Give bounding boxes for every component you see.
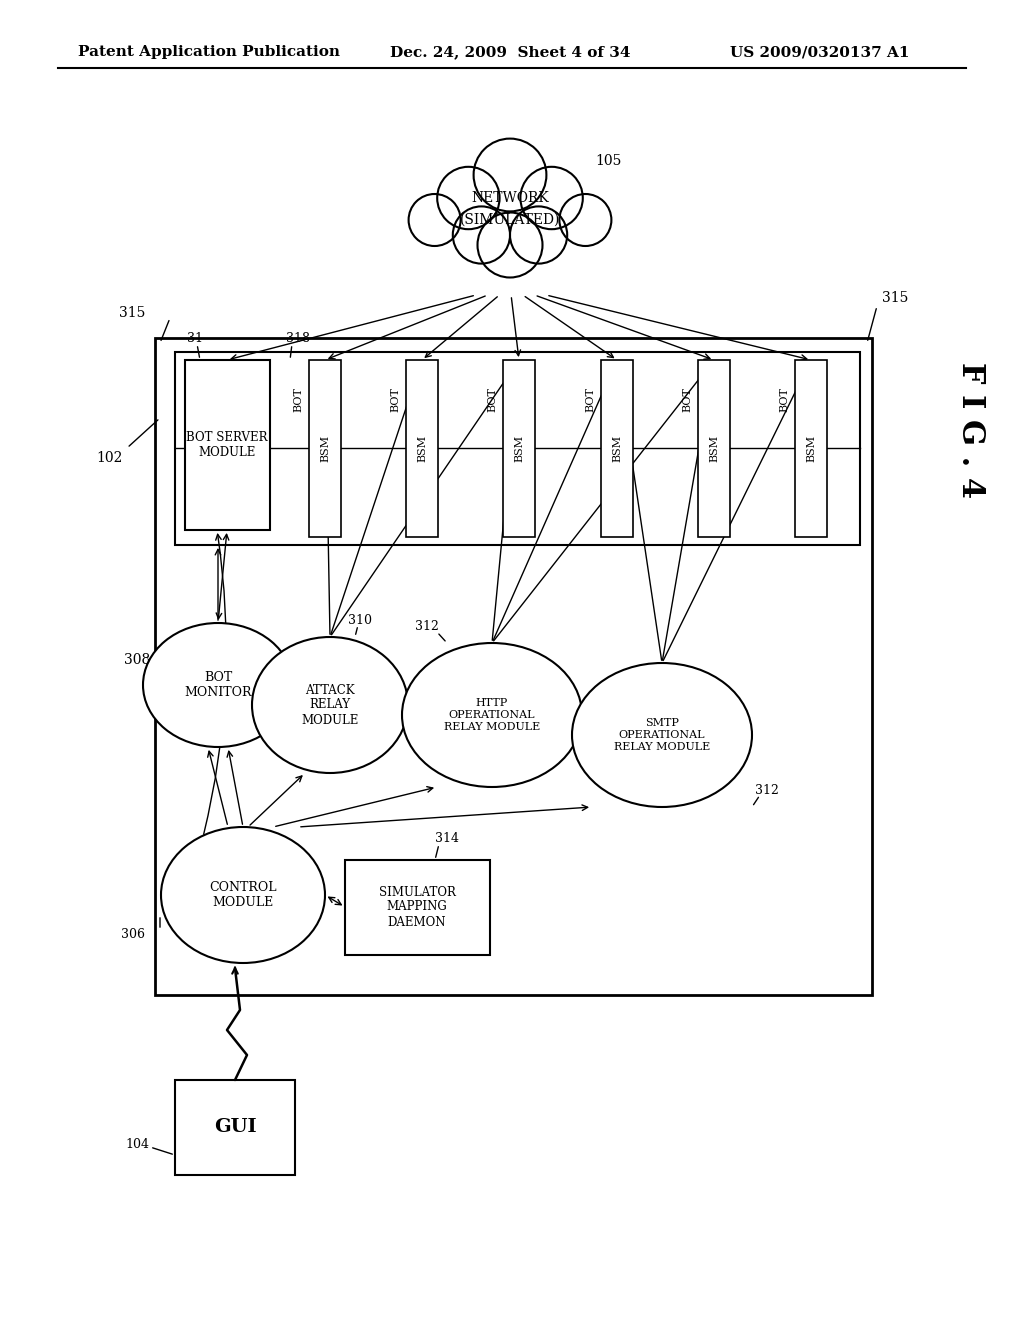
Text: CONTROL
MODULE: CONTROL MODULE <box>209 880 276 909</box>
Text: 105: 105 <box>595 154 622 168</box>
Text: Patent Application Publication: Patent Application Publication <box>78 45 340 59</box>
Text: BOT: BOT <box>682 388 692 412</box>
Text: 306: 306 <box>121 928 145 941</box>
Text: 104: 104 <box>125 1138 150 1151</box>
FancyBboxPatch shape <box>503 360 535 537</box>
Text: 310: 310 <box>348 614 372 627</box>
Text: F I G . 4: F I G . 4 <box>954 362 985 498</box>
Ellipse shape <box>572 663 752 807</box>
Text: 318: 318 <box>286 331 310 345</box>
Text: US 2009/0320137 A1: US 2009/0320137 A1 <box>730 45 909 59</box>
FancyBboxPatch shape <box>185 360 270 531</box>
Text: BSM: BSM <box>709 434 719 462</box>
FancyBboxPatch shape <box>345 861 490 954</box>
FancyBboxPatch shape <box>406 360 438 537</box>
FancyBboxPatch shape <box>175 352 860 545</box>
Text: BSM: BSM <box>319 434 330 462</box>
Circle shape <box>520 166 583 230</box>
Text: 102: 102 <box>97 451 123 465</box>
Text: BSM: BSM <box>806 434 816 462</box>
Text: 308: 308 <box>124 653 150 667</box>
Text: BSM: BSM <box>514 434 524 462</box>
Text: 314: 314 <box>435 832 459 845</box>
Text: BSM: BSM <box>612 434 622 462</box>
Ellipse shape <box>143 623 293 747</box>
Ellipse shape <box>161 828 325 964</box>
FancyBboxPatch shape <box>795 360 827 537</box>
Circle shape <box>409 194 461 246</box>
Text: GUI: GUI <box>214 1118 256 1137</box>
Text: 31: 31 <box>187 331 203 345</box>
Ellipse shape <box>402 643 582 787</box>
FancyBboxPatch shape <box>175 1080 295 1175</box>
Text: (SIMULATED): (SIMULATED) <box>460 213 560 227</box>
Text: BOT: BOT <box>779 388 790 412</box>
Text: BOT: BOT <box>585 388 595 412</box>
Text: XEN: XEN <box>164 649 178 682</box>
Circle shape <box>437 166 500 230</box>
Ellipse shape <box>252 638 408 774</box>
Circle shape <box>473 139 547 211</box>
Circle shape <box>559 194 611 246</box>
Text: BOT SERVER
MODULE: BOT SERVER MODULE <box>186 432 267 459</box>
Text: BOT: BOT <box>293 388 303 412</box>
Text: BOT: BOT <box>390 388 400 412</box>
Text: 315: 315 <box>119 306 145 319</box>
Text: BOT
MONITOR: BOT MONITOR <box>184 671 252 700</box>
Circle shape <box>510 206 567 264</box>
FancyBboxPatch shape <box>698 360 730 537</box>
Text: BOT: BOT <box>487 388 497 412</box>
Text: 312: 312 <box>415 620 439 634</box>
Text: NETWORK: NETWORK <box>471 191 549 205</box>
FancyBboxPatch shape <box>309 360 341 537</box>
Circle shape <box>453 206 510 264</box>
Circle shape <box>477 213 543 277</box>
Text: ATTACK
RELAY
MODULE: ATTACK RELAY MODULE <box>301 684 358 726</box>
Text: HTTP
OPERATIONAL
RELAY MODULE: HTTP OPERATIONAL RELAY MODULE <box>443 698 540 731</box>
Text: SMTP
OPERATIONAL
RELAY MODULE: SMTP OPERATIONAL RELAY MODULE <box>613 718 710 751</box>
Text: Dec. 24, 2009  Sheet 4 of 34: Dec. 24, 2009 Sheet 4 of 34 <box>390 45 631 59</box>
Text: SIMULATOR
MAPPING
DAEMON: SIMULATOR MAPPING DAEMON <box>379 886 456 928</box>
Text: 315: 315 <box>882 290 908 305</box>
FancyBboxPatch shape <box>601 360 633 537</box>
Text: BSM: BSM <box>417 434 427 462</box>
Text: 312: 312 <box>755 784 779 796</box>
FancyBboxPatch shape <box>155 338 872 995</box>
